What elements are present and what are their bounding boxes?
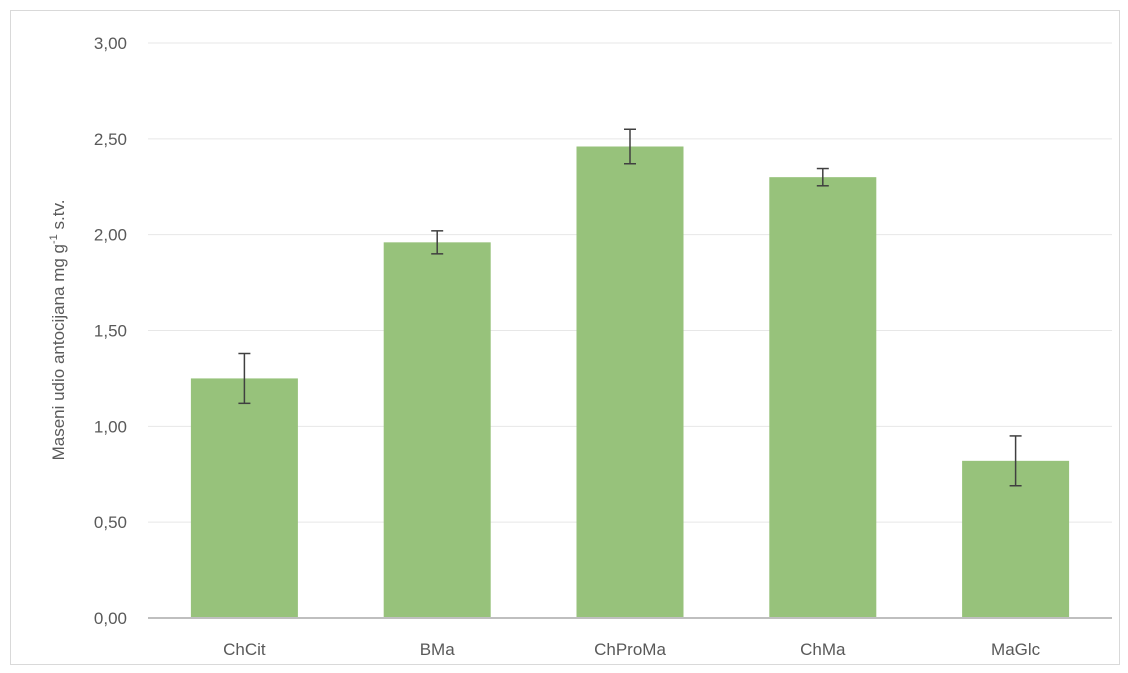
bar-maglc <box>962 460 1070 618</box>
x-tick-labels: ChCit BMa ChProMa ChMa MaGlc <box>223 640 1041 659</box>
error-bar <box>1009 435 1022 487</box>
x-tick-label: MaGlc <box>991 640 1041 659</box>
y-axis-label-superscript: -1 <box>48 234 60 244</box>
bar-bma <box>383 242 491 619</box>
x-tick-label: ChProMa <box>594 640 666 659</box>
y-axis-label: Maseni udio antocijana mg g-1 s.tv. <box>48 200 68 461</box>
x-tick-label: BMa <box>420 640 456 659</box>
y-tick-label: 1,50 <box>94 322 127 341</box>
y-axis-label-main: Maseni udio antocijana mg g <box>49 244 68 460</box>
bar-chma <box>769 177 877 618</box>
y-axis-label-tail: s.tv. <box>49 200 68 235</box>
error-bar <box>431 230 444 255</box>
y-tick-labels: 0,00 0,50 1,00 1,50 2,00 2,50 3,00 <box>94 34 127 628</box>
bars <box>190 146 1070 619</box>
y-tick-label: 1,00 <box>94 417 127 436</box>
bar-chcit <box>190 378 298 618</box>
x-tick-label: ChCit <box>223 640 266 659</box>
y-tick-label: 0,00 <box>94 609 127 628</box>
error-bar <box>816 167 829 187</box>
error-bar <box>624 128 636 165</box>
error-bars <box>238 128 1022 487</box>
y-tick-label: 2,00 <box>94 226 127 245</box>
y-tick-label: 3,00 <box>94 34 127 53</box>
error-bar <box>238 352 251 405</box>
x-tick-label: ChMa <box>800 640 846 659</box>
y-tick-label: 0,50 <box>94 513 127 532</box>
bar-chproma <box>576 146 684 618</box>
y-tick-label: 2,50 <box>94 130 127 149</box>
